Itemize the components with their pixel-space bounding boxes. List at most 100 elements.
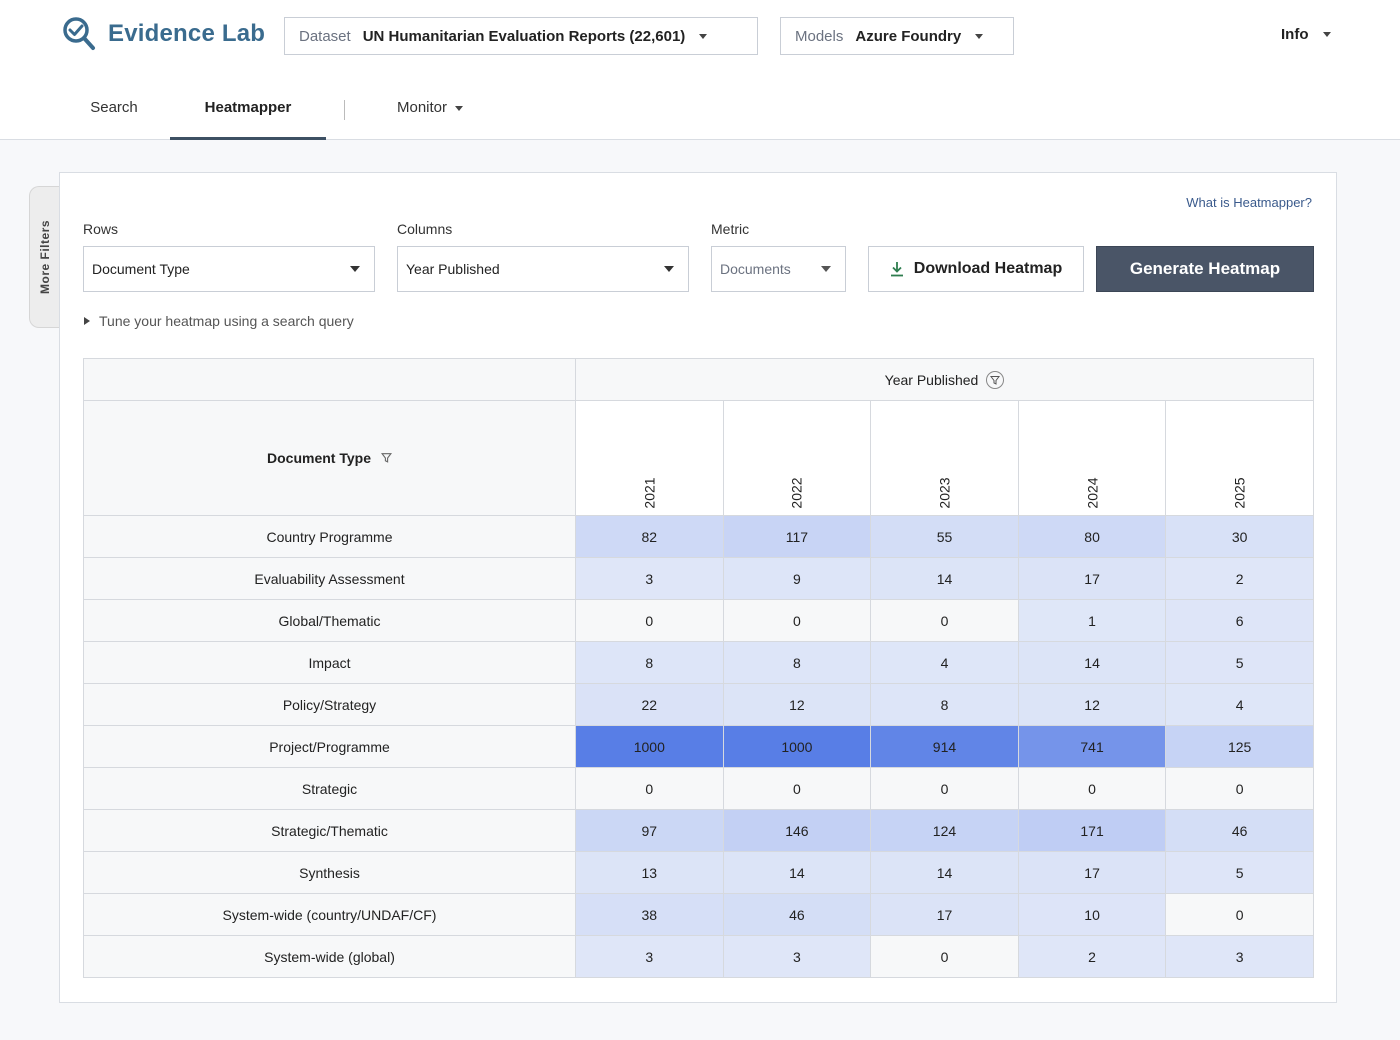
heatmap-cell[interactable]: 14	[722, 851, 872, 894]
table-corner	[83, 358, 576, 401]
columns-dropdown[interactable]: Year Published	[397, 246, 689, 292]
row-label: Strategic/Thematic	[83, 809, 576, 852]
heatmap-cell[interactable]: 14	[1017, 641, 1167, 684]
row-label: Evaluability Assessment	[83, 557, 576, 600]
heatmap-cell[interactable]: 117	[722, 515, 872, 558]
heatmap-cell[interactable]: 46	[722, 893, 872, 936]
heatmap-cell[interactable]: 0	[722, 599, 872, 642]
heatmap-cell[interactable]: 55	[870, 515, 1019, 558]
heatmap-cell[interactable]: 6	[1165, 599, 1314, 642]
models-selector[interactable]: Models Azure Foundry	[780, 17, 1014, 55]
row-label: Strategic	[83, 767, 576, 810]
heatmap-cell[interactable]: 146	[722, 809, 872, 852]
heatmap-cell[interactable]: 3	[575, 935, 724, 978]
heatmap-cell[interactable]: 4	[1165, 683, 1314, 726]
tab-monitor[interactable]: Monitor	[380, 86, 480, 140]
heatmap-cell[interactable]: 914	[870, 725, 1019, 768]
info-label: Info	[1281, 26, 1309, 43]
filter-icon[interactable]	[380, 450, 392, 466]
heatmap-cell[interactable]: 171	[1017, 809, 1167, 852]
chevron-down-icon	[664, 266, 674, 272]
info-menu[interactable]: Info	[1281, 26, 1331, 43]
chevron-down-icon	[455, 105, 464, 111]
heatmap-cell[interactable]: 0	[870, 767, 1019, 810]
year-column-header: 2021	[575, 400, 724, 516]
download-heatmap-label: Download Heatmap	[913, 260, 1063, 277]
columns-label: Columns	[397, 221, 453, 237]
heatmap-cell[interactable]: 1000	[722, 725, 872, 768]
generate-heatmap-button[interactable]: Generate Heatmap	[1096, 246, 1314, 292]
chevron-down-icon	[699, 33, 708, 39]
heatmap-cell[interactable]: 124	[870, 809, 1019, 852]
heatmap-cell[interactable]: 17	[1017, 851, 1167, 894]
heatmap-cell[interactable]: 0	[722, 767, 872, 810]
heatmap-cell[interactable]: 8	[870, 683, 1019, 726]
heatmap-cell[interactable]: 14	[870, 557, 1019, 600]
chevron-down-icon	[975, 33, 984, 39]
heatmap-cell[interactable]: 22	[575, 683, 724, 726]
heatmap-cell[interactable]: 97	[575, 809, 724, 852]
heatmap-cell[interactable]: 3	[722, 935, 872, 978]
heatmap-cell[interactable]: 8	[575, 641, 724, 684]
expand-arrow-icon	[84, 317, 90, 325]
tab-heatmapper[interactable]: Heatmapper	[170, 86, 326, 140]
year-label: 2023	[936, 477, 953, 509]
heatmap-cell[interactable]: 3	[575, 557, 724, 600]
table-row: Synthesis 13 14 14 17 5	[83, 851, 1314, 894]
columns-value: Year Published	[406, 261, 500, 277]
heatmap-cell[interactable]: 0	[575, 767, 724, 810]
dataset-value: UN Humanitarian Evaluation Reports (22,6…	[362, 27, 686, 45]
heatmap-cell[interactable]: 0	[575, 599, 724, 642]
heatmap-cell[interactable]: 12	[1017, 683, 1167, 726]
heatmap-cell[interactable]: 125	[1165, 725, 1314, 768]
what-is-heatmapper-link[interactable]: What is Heatmapper?	[1186, 195, 1312, 210]
row-label: System-wide (global)	[83, 935, 576, 978]
heatmap-cell[interactable]: 4	[870, 641, 1019, 684]
heatmap-cell[interactable]: 9	[722, 557, 872, 600]
heatmap-cell[interactable]: 46	[1165, 809, 1314, 852]
filter-icon[interactable]	[986, 370, 1005, 389]
rows-dropdown[interactable]: Document Type	[83, 246, 375, 292]
logo[interactable]: Evidence Lab	[62, 16, 265, 52]
more-filters-tab[interactable]: More Filters	[29, 186, 59, 328]
heatmap-cell[interactable]: 3	[1165, 935, 1314, 978]
heatmap-cell[interactable]: 12	[722, 683, 872, 726]
chevron-down-icon	[821, 266, 831, 272]
heatmap-cell[interactable]: 17	[1017, 557, 1167, 600]
heatmap-cell[interactable]: 1000	[575, 725, 724, 768]
heatmap-cell[interactable]: 741	[1017, 725, 1167, 768]
heatmap-cell[interactable]: 38	[575, 893, 724, 936]
metric-label: Metric	[711, 221, 750, 237]
download-icon	[890, 262, 903, 277]
heatmap-cell[interactable]: 8	[722, 641, 872, 684]
metric-dropdown[interactable]: Documents	[711, 246, 846, 292]
heatmap-cell[interactable]: 2	[1165, 557, 1314, 600]
heatmap-cell[interactable]: 2	[1017, 935, 1167, 978]
models-value: Azure Foundry	[855, 27, 962, 45]
heatmap-cell[interactable]: 14	[870, 851, 1019, 894]
tab-monitor-label: Monitor	[396, 99, 448, 116]
tab-search[interactable]: Search	[90, 99, 138, 116]
table-row: Strategic 0 0 0 0 0	[83, 767, 1314, 810]
heatmap-cell[interactable]: 5	[1165, 641, 1314, 684]
heatmap-cell[interactable]: 10	[1017, 893, 1167, 936]
heatmap-cell[interactable]: 5	[1165, 851, 1314, 894]
heatmap-cell[interactable]: 0	[870, 935, 1019, 978]
dataset-selector[interactable]: Dataset UN Humanitarian Evaluation Repor…	[284, 17, 758, 55]
chevron-down-icon	[1322, 32, 1331, 37]
heatmap-panel: What is Heatmapper? Rows Document Type C…	[59, 172, 1337, 1003]
download-heatmap-button[interactable]: Download Heatmap	[868, 246, 1084, 292]
heatmap-cell[interactable]: 30	[1165, 515, 1314, 558]
heatmap-cell[interactable]: 0	[870, 599, 1019, 642]
heatmap-cell[interactable]: 1	[1017, 599, 1167, 642]
heatmap-cell[interactable]: 0	[1165, 767, 1314, 810]
heatmap-cell[interactable]: 13	[575, 851, 724, 894]
heatmap-cell[interactable]: 82	[575, 515, 724, 558]
heatmap-cell[interactable]: 17	[870, 893, 1019, 936]
heatmap-cell[interactable]: 80	[1017, 515, 1167, 558]
table-row: Global/Thematic 0 0 0 1 6	[83, 599, 1314, 642]
tune-heatmap-toggle[interactable]: Tune your heatmap using a search query	[84, 313, 354, 329]
heatmap-cell[interactable]: 0	[1165, 893, 1314, 936]
top-bar: Evidence Lab Dataset UN Humanitarian Eva…	[0, 0, 1400, 140]
heatmap-cell[interactable]: 0	[1017, 767, 1167, 810]
